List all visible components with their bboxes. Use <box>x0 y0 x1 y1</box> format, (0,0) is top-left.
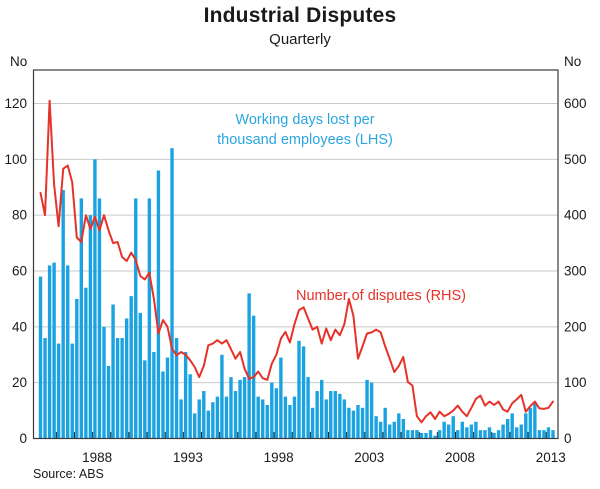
svg-text:1993: 1993 <box>173 450 203 465</box>
svg-text:100: 100 <box>564 375 587 390</box>
svg-text:200: 200 <box>564 319 587 334</box>
svg-text:0: 0 <box>19 431 27 446</box>
svg-text:2003: 2003 <box>354 450 384 465</box>
svg-text:60: 60 <box>12 264 27 279</box>
line-series-annotation: Number of disputes (RHS) <box>295 288 467 304</box>
svg-text:0: 0 <box>564 431 572 446</box>
svg-text:2013: 2013 <box>536 450 566 465</box>
svg-text:100: 100 <box>4 152 27 167</box>
left-axis-unit-label: No <box>10 54 28 69</box>
svg-text:2008: 2008 <box>445 450 475 465</box>
bars-series-annotation: Working days lost per thousand employees… <box>217 112 393 148</box>
right-axis-unit-label: No <box>564 54 582 69</box>
source-note: Source: ABS <box>33 467 104 481</box>
svg-text:80: 80 <box>12 208 27 223</box>
svg-text:40: 40 <box>12 319 27 334</box>
svg-text:1998: 1998 <box>264 450 294 465</box>
svg-text:20: 20 <box>12 375 27 390</box>
svg-text:300: 300 <box>564 264 587 279</box>
svg-text:120: 120 <box>4 96 27 111</box>
svg-text:600: 600 <box>564 96 587 111</box>
chart-subtitle: Quarterly <box>269 31 331 48</box>
svg-text:400: 400 <box>564 208 587 223</box>
svg-text:1988: 1988 <box>82 450 112 465</box>
chart-title: Industrial Disputes <box>203 4 397 27</box>
svg-text:500: 500 <box>564 152 587 167</box>
